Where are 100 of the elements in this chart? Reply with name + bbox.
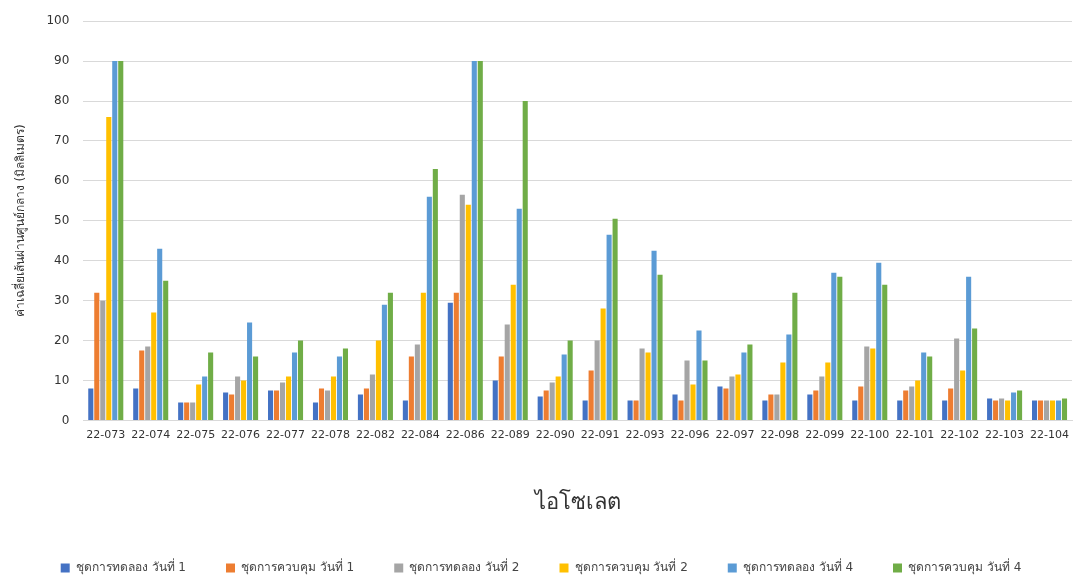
- bar: [882, 284, 888, 420]
- bar: [118, 61, 124, 420]
- bar: [498, 356, 504, 420]
- bar: [645, 352, 651, 420]
- x-tick-label: 22-078: [310, 427, 350, 441]
- legend-label: ชุดการควบคุม วันที่ 2: [574, 558, 688, 576]
- x-axis-title: ไอโซเลต: [532, 488, 621, 514]
- bar: [819, 376, 825, 420]
- bar: [453, 292, 459, 420]
- bar: [112, 61, 118, 420]
- bar: [768, 394, 774, 420]
- bar: [633, 400, 639, 420]
- bar: [426, 196, 432, 420]
- x-tick-label: 22-096: [670, 427, 710, 441]
- bar: [537, 396, 543, 420]
- y-tick-label: 40: [54, 252, 70, 267]
- y-tick-label: 90: [54, 53, 70, 68]
- bar: [588, 370, 594, 420]
- bar: [184, 402, 190, 420]
- bar: [735, 374, 741, 420]
- bar: [672, 394, 678, 420]
- bar: [825, 362, 831, 420]
- bar: [157, 248, 163, 420]
- y-tick-label: 0: [61, 412, 70, 427]
- y-tick-label: 20: [54, 332, 70, 347]
- bar: [915, 380, 921, 420]
- x-tick-label: 22-104: [1030, 427, 1070, 441]
- x-tick-label: 22-074: [131, 427, 171, 441]
- bar: [1061, 398, 1068, 420]
- bar: [330, 376, 337, 420]
- legend-label: ชุดการทดลอง วันที่ 2: [409, 558, 520, 576]
- bar: [94, 292, 100, 420]
- bar: [1017, 390, 1023, 420]
- bar: [729, 376, 735, 420]
- bar: [522, 101, 528, 420]
- bar: [747, 344, 753, 420]
- x-tick-label: 22-093: [625, 427, 665, 441]
- bar: [927, 356, 933, 420]
- bar: [223, 392, 229, 420]
- bar: [606, 234, 612, 420]
- bar: [909, 386, 915, 420]
- bar: [465, 204, 471, 420]
- bar: [291, 352, 298, 420]
- bar: [318, 388, 325, 420]
- bar: [375, 340, 381, 420]
- bar: [297, 340, 304, 420]
- bar: [1037, 400, 1044, 420]
- bar: [178, 402, 184, 420]
- bar: [807, 394, 813, 420]
- y-tick-label: 60: [54, 173, 70, 188]
- bar: [549, 382, 555, 420]
- x-tick-label: 22-084: [400, 427, 440, 441]
- legend-label: ชุดการทดลอง วันที่ 4: [742, 558, 854, 576]
- bar: [459, 194, 465, 420]
- bar: [336, 356, 343, 420]
- x-tick-label: 22-098: [760, 427, 800, 441]
- bar: [1011, 392, 1017, 420]
- bar: [954, 338, 960, 420]
- bar: [987, 398, 993, 420]
- bar: [942, 400, 948, 420]
- bar: [543, 390, 549, 420]
- bar: [342, 348, 349, 420]
- x-tick-label: 22-099: [805, 427, 845, 441]
- bar: [723, 388, 729, 420]
- bar: [774, 394, 780, 420]
- x-tick-label: 22-101: [895, 427, 935, 441]
- y-tick-label: 80: [54, 93, 70, 108]
- bar: [492, 380, 498, 420]
- bar: [876, 262, 882, 420]
- bar: [966, 276, 972, 420]
- bar: [241, 380, 247, 420]
- bar: [357, 394, 363, 420]
- y-tick-label: 10: [54, 372, 70, 387]
- bar: [837, 276, 843, 420]
- x-tick-label: 22-097: [715, 427, 755, 441]
- bar: [408, 356, 414, 420]
- bar: [504, 324, 510, 420]
- bar: [247, 322, 253, 420]
- bar: [813, 390, 819, 420]
- bar: [678, 400, 684, 420]
- x-tick-label: 22-089: [490, 427, 530, 441]
- bar: [477, 61, 483, 420]
- bar: [420, 292, 426, 420]
- bar: [639, 348, 645, 420]
- bar: [324, 390, 331, 420]
- x-tick-label: 22-075: [176, 427, 216, 441]
- bar: [993, 400, 999, 420]
- legend-label: ชุดการทดลอง วันที่ 1: [75, 558, 186, 576]
- bar: [696, 330, 702, 420]
- bar: [268, 390, 274, 420]
- bar: [690, 384, 696, 420]
- x-tick-label: 22-073: [86, 427, 126, 441]
- bar: [106, 117, 112, 420]
- bar: [414, 344, 420, 420]
- bar: [139, 350, 145, 420]
- y-tick-label: 50: [54, 212, 70, 227]
- bar: [432, 168, 438, 420]
- bar: [88, 388, 94, 420]
- x-tick-label: 22-100: [850, 427, 890, 441]
- bar: [717, 386, 723, 420]
